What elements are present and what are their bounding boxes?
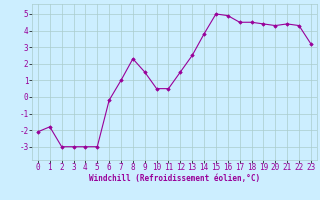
X-axis label: Windchill (Refroidissement éolien,°C): Windchill (Refroidissement éolien,°C)	[89, 174, 260, 183]
